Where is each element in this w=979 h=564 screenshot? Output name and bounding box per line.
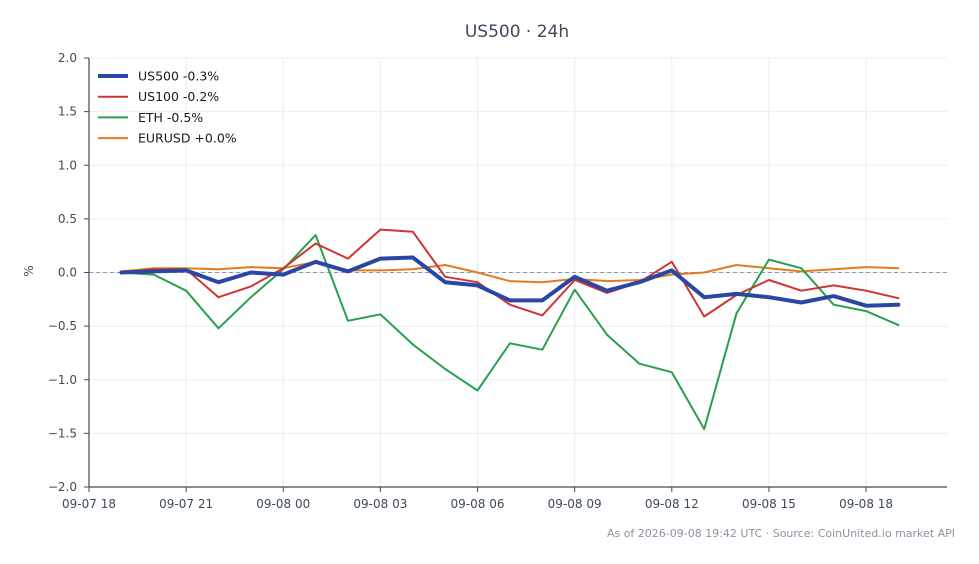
legend-label: US500 -0.3% (138, 69, 219, 84)
y-axis-label: % (22, 265, 36, 276)
series-line-3 (120, 260, 900, 284)
legend-label: US100 -0.2% (138, 89, 219, 104)
x-tick-label: 09-08 06 (451, 497, 505, 511)
axes: 2.0 1.5 1.0 0.5 0.0 −0.5 −1.0 −1.5 −2.0 09-07 18 0… (48, 51, 947, 511)
x-tick-label: 09-08 12 (645, 497, 699, 511)
x-tick-label: 09-08 03 (353, 497, 407, 511)
x-tick-label: 09-08 00 (256, 497, 310, 511)
y-tick-label: −1.5 (48, 426, 77, 440)
series-line-0 (119, 255, 901, 308)
grid (88, 57, 947, 488)
y-tick-label: −0.5 (48, 319, 77, 333)
legend-label: ETH -0.5% (138, 110, 203, 125)
x-tick-label: 09-08 09 (548, 497, 602, 511)
series-line-1 (120, 228, 900, 318)
chart-title: US500 · 24h (465, 22, 569, 42)
y-tick-label: 2.0 (58, 51, 77, 65)
y-tick-label: 0.5 (58, 212, 77, 226)
series-line-2 (120, 234, 900, 431)
y-tick-label: 0.0 (58, 266, 77, 280)
y-tick-label: 1.0 (58, 158, 77, 172)
y-tick-label: −1.0 (48, 373, 77, 387)
x-tick-label: 09-08 15 (742, 497, 796, 511)
legend-label: EURUSD +0.0% (138, 131, 237, 146)
legend: US500 -0.3% US100 -0.2% ETH -0.5% EURUSD +0… (98, 69, 237, 146)
x-tick-label: 09-08 18 (839, 497, 893, 511)
x-tick-label: 09-07 21 (159, 497, 213, 511)
y-tick-label: 1.5 (58, 105, 77, 119)
series-layer (119, 228, 901, 431)
y-tick-label: −2.0 (48, 480, 77, 494)
x-tick-label: 09-07 18 (62, 497, 116, 511)
footer-note: As of 2026-09-08 19:42 UTC · Source: Coi… (607, 527, 955, 540)
